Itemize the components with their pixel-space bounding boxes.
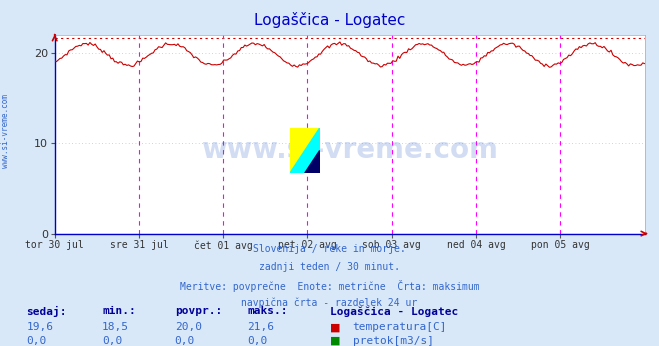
Text: navpična črta - razdelek 24 ur: navpična črta - razdelek 24 ur [241, 298, 418, 308]
Text: www.si-vreme.com: www.si-vreme.com [1, 94, 10, 169]
Text: 0,0: 0,0 [102, 336, 123, 346]
Text: Meritve: povprečne  Enote: metrične  Črta: maksimum: Meritve: povprečne Enote: metrične Črta:… [180, 280, 479, 292]
Text: sedaj:: sedaj: [26, 306, 67, 317]
Text: Logaščica - Logatec: Logaščica - Logatec [330, 306, 458, 317]
Text: 0,0: 0,0 [26, 336, 47, 346]
Text: ■: ■ [330, 336, 340, 346]
Text: temperatura[C]: temperatura[C] [353, 322, 447, 333]
Text: www.si-vreme.com: www.si-vreme.com [201, 136, 498, 164]
Text: ■: ■ [330, 322, 340, 333]
Text: pretok[m3/s]: pretok[m3/s] [353, 336, 434, 346]
Text: zadnji teden / 30 minut.: zadnji teden / 30 minut. [259, 262, 400, 272]
Text: 21,6: 21,6 [247, 322, 274, 333]
Polygon shape [304, 151, 320, 173]
Text: 0,0: 0,0 [175, 336, 195, 346]
Text: 18,5: 18,5 [102, 322, 129, 333]
Text: Logaščica - Logatec: Logaščica - Logatec [254, 12, 405, 28]
Text: 20,0: 20,0 [175, 322, 202, 333]
Text: Slovenija / reke in morje.: Slovenija / reke in morje. [253, 244, 406, 254]
Text: maks.:: maks.: [247, 306, 287, 316]
Text: 19,6: 19,6 [26, 322, 53, 333]
Text: povpr.:: povpr.: [175, 306, 222, 316]
Text: 0,0: 0,0 [247, 336, 268, 346]
Polygon shape [290, 128, 320, 173]
Polygon shape [290, 128, 320, 173]
Text: min.:: min.: [102, 306, 136, 316]
